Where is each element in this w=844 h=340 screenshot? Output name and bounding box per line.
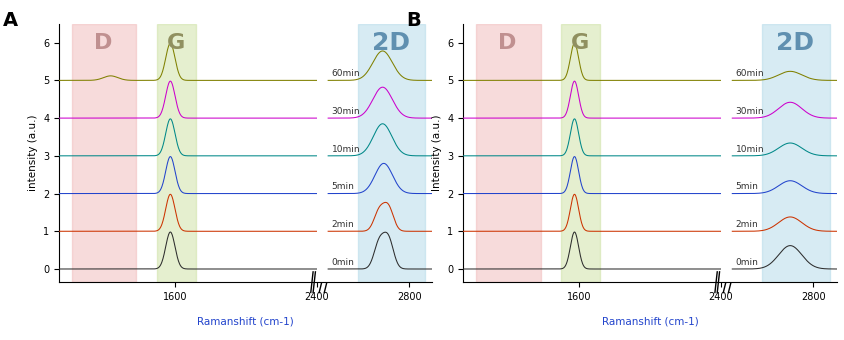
Text: D: D [497, 33, 516, 53]
Text: G: G [167, 33, 185, 53]
Bar [72, 24, 136, 282]
Y-axis label: intensity (a.u.): intensity (a.u.) [28, 115, 38, 191]
Bar [358, 24, 425, 282]
Text: 10min: 10min [331, 144, 360, 154]
Bar [476, 24, 540, 282]
Y-axis label: Intensity (a.u.): Intensity (a.u.) [431, 115, 441, 191]
Text: Ramanshift (cm-1): Ramanshift (cm-1) [197, 316, 294, 326]
Text: 2D: 2D [371, 31, 409, 55]
Text: B: B [406, 11, 421, 30]
Bar [157, 24, 195, 282]
Text: 60min: 60min [331, 69, 360, 78]
Text: 60min: 60min [735, 69, 764, 78]
Text: 30min: 30min [331, 107, 360, 116]
Text: Ramanshift (cm-1): Ramanshift (cm-1) [601, 316, 697, 326]
Text: 2min: 2min [735, 220, 758, 229]
Text: 5min: 5min [331, 182, 354, 191]
Text: 2D: 2D [775, 31, 813, 55]
Text: 2min: 2min [331, 220, 354, 229]
Text: D: D [94, 33, 112, 53]
Text: G: G [571, 33, 589, 53]
Text: A: A [3, 11, 18, 30]
Text: 10min: 10min [735, 144, 764, 154]
Text: 30min: 30min [735, 107, 764, 116]
Text: 5min: 5min [735, 182, 758, 191]
Text: 0min: 0min [735, 258, 758, 267]
Bar [761, 24, 829, 282]
Text: 0min: 0min [331, 258, 354, 267]
Bar [560, 24, 599, 282]
